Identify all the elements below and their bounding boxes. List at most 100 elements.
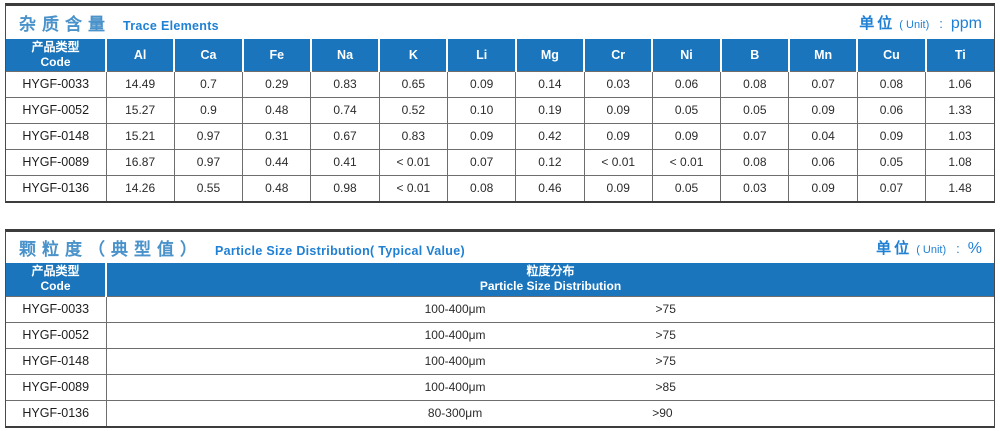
percent-text: >90 [652,406,673,421]
value-cell: 15.21 [105,122,175,150]
element-column-header: Al [104,39,175,71]
product-code-cell: HYGF-0089 [6,148,107,176]
table-row: HYGF-0033 100-400μm >75 [6,295,995,323]
value-cell: 0.97 [173,122,244,150]
table-row: HYGF-0033 14.49 0.7 0.29 0.83 0.65 0.09 0.14 0.0… [6,70,994,98]
value-cell: < 0.01 [378,174,448,201]
value-cell: 0.07 [446,148,517,176]
value-cell: 0.31 [242,122,312,150]
size-range-text: 100-400μm [424,380,486,394]
unit-zh-text: 单位 [876,240,913,257]
trace-title-en: Trace Elements [123,19,219,33]
value-cell: 0.09 [583,122,653,150]
trace-elements-table: 产品类型 Code Al Ca Fe Na K Li Mg Cr Ni B Mn Cu Ti HYGF-… [6,39,994,201]
table-row: HYGF-0148 100-400μm >75 [6,347,994,375]
value-cell: 0.07 [788,70,858,98]
value-cell: 0.44 [242,148,312,176]
value-cell: 0.03 [720,174,790,201]
trace-elements-title-bar: 杂质含量 Trace Elements 单位 ( Unit) : ppm [6,6,994,39]
code-header-en: Code [40,54,71,69]
element-column-header: Li [446,39,516,71]
particle-table-head: 产品类型 Code 粒度分布 Particle Size Distributio… [6,263,994,296]
value-cell: 0.65 [378,70,448,98]
trace-elements-heading: 杂质含量 Trace Elements [19,10,219,35]
value-cell: < 0.01 [583,148,653,176]
value-cell: 0.05 [720,96,790,124]
value-cell: 0.09 [651,122,722,150]
value-cell: 1.03 [925,122,994,150]
trace-unit-label: 单位 ( Unit) : ppm [859,12,982,33]
product-code-cell: HYGF-0033 [6,295,107,323]
size-range-text: 100-400μm [424,328,486,342]
particle-title-zh: 颗粒度（典型值） [19,240,203,259]
code-header-zh: 产品类型 [31,39,80,54]
element-column-header: Na [309,39,380,71]
percent-text: >85 [655,380,676,394]
element-column-header: Mn [787,39,858,71]
unit-colon-text: : [956,241,960,256]
value-cell: 0.04 [788,122,858,150]
table-row: HYGF-0136 14.26 0.55 0.48 0.98 < 0.01 0.08 0.46… [6,174,994,201]
trace-table-body: HYGF-0033 14.49 0.7 0.29 0.83 0.65 0.09 0.14 0.0… [6,70,994,201]
value-cell: 0.19 [515,96,585,124]
value-cell: 0.7 [173,70,244,98]
element-column-header: Ti [924,39,994,71]
value-cell: 0.08 [856,70,927,98]
value-cell: 0.05 [651,174,722,201]
distribution-pair: 80-300μm >90 [107,406,995,420]
unit-value-text: % [967,240,982,257]
code-column-header: 产品类型 Code [6,39,106,71]
value-cell: 0.09 [788,96,858,124]
trace-table-head: 产品类型 Code Al Ca Fe Na K Li Mg Cr Ni B Mn Cu Ti [6,39,994,71]
table-row: HYGF-0052 15.27 0.9 0.48 0.74 0.52 0.10 0.19 0.0… [6,96,994,124]
distribution-cell: 100-400μm >85 [105,373,995,401]
unit-value-text: ppm [950,15,982,32]
value-cell: 0.9 [173,96,244,124]
particle-header-row: 产品类型 Code 粒度分布 Particle Size Distributio… [6,263,994,296]
size-range-text: 100-400μm [424,354,486,368]
percent-text: >75 [655,354,676,368]
table-row: HYGF-0136 80-300μm >90 [6,399,995,426]
value-cell: 0.74 [310,96,380,124]
element-column-header: B [719,39,789,71]
distribution-column-header: 粒度分布 Particle Size Distribution [105,263,994,296]
dist-header-en: Particle Size Distribution [479,279,622,294]
size-range-text: 100-400μm [424,302,486,316]
distribution-pair: 100-400μm >75 [107,328,995,342]
value-cell: 0.07 [720,122,790,150]
value-cell: 0.05 [856,148,927,176]
value-cell: 0.07 [856,174,927,201]
value-cell: 1.08 [925,148,994,176]
value-cell: 0.09 [583,96,653,124]
value-cell: 0.97 [173,148,244,176]
value-cell: 15.27 [105,96,175,124]
code-column-header: 产品类型 Code [6,263,106,296]
product-code-cell: HYGF-0089 [6,373,107,401]
product-code-cell: HYGF-0136 [6,174,107,201]
percent-text: >75 [655,328,676,342]
trace-header-row: 产品类型 Code Al Ca Fe Na K Li Mg Cr Ni B Mn Cu Ti [6,39,994,71]
distribution-pair: 100-400μm >85 [107,380,995,394]
value-cell: 16.87 [105,148,175,176]
trace-title-zh: 杂质含量 [19,15,111,34]
value-cell: 0.06 [651,70,722,98]
unit-colon-text: : [939,16,943,31]
value-cell: 0.83 [310,70,380,98]
value-cell: 0.09 [446,70,517,98]
product-code-cell: HYGF-0052 [6,96,107,124]
code-header-en: Code [40,279,71,294]
table-row: HYGF-0089 100-400μm >85 [6,373,995,401]
value-cell: 0.08 [720,70,790,98]
particle-size-title-bar: 颗粒度（典型值） Particle Size Distribution( Typ… [6,232,994,263]
value-cell: < 0.01 [378,148,448,176]
product-code-cell: HYGF-0052 [6,321,107,349]
element-column-header: Cr [583,39,653,71]
particle-size-section: 颗粒度（典型值） Particle Size Distribution( Typ… [5,229,995,428]
unit-paren-text: ( Unit) [899,19,930,31]
distribution-pair: 100-400μm >75 [107,302,995,316]
value-cell: 14.26 [105,174,175,201]
value-cell: < 0.01 [651,148,722,176]
trace-elements-section: 杂质含量 Trace Elements 单位 ( Unit) : ppm 产品类… [5,3,995,203]
element-column-header: Fe [241,39,311,71]
value-cell: 1.33 [925,96,994,124]
